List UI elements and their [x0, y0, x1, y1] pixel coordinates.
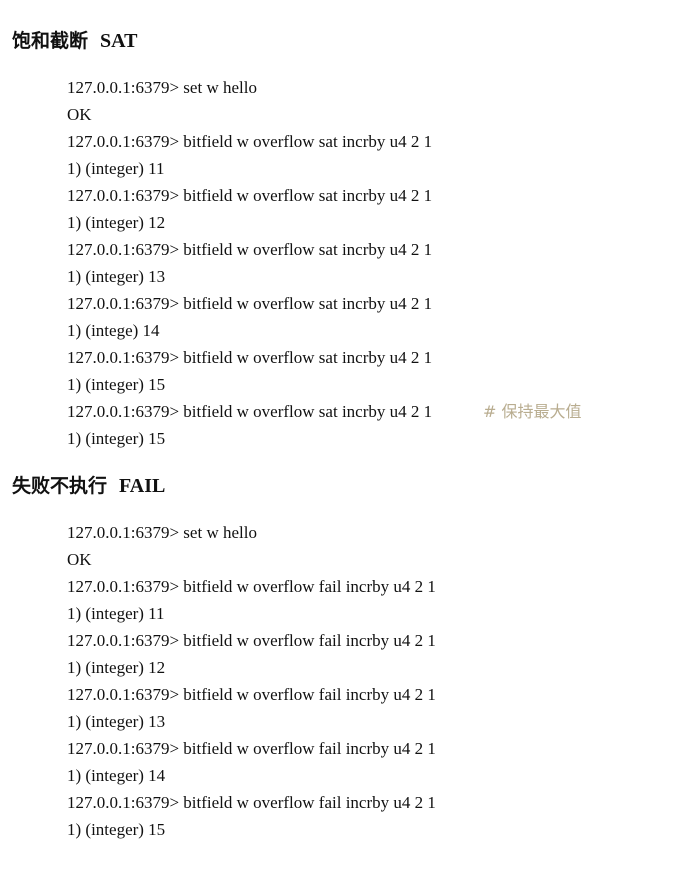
code-line: 127.0.0.1:6379> bitfield w overflow fail… — [67, 789, 696, 816]
code-text: OK — [67, 550, 92, 569]
heading-chinese: 饱和截断 — [12, 30, 89, 52]
code-text: 1) (integer) 14 — [67, 766, 166, 785]
code-line: 127.0.0.1:6379> bitfield w overflow fail… — [67, 735, 696, 762]
code-text: 1) (integer) 12 — [67, 658, 166, 677]
code-line: 127.0.0.1:6379> bitfield w overflow fail… — [67, 681, 696, 708]
code-text: OK — [67, 105, 92, 124]
code-line: 1) (integer) 13 — [67, 708, 696, 735]
code-text: 1) (integer) 15 — [67, 820, 166, 839]
section-sat: 饱和截断 SAT 127.0.0.1:6379> set w hello OK 1… — [0, 26, 696, 452]
code-line: 127.0.0.1:6379> bitfield w overflow sat … — [67, 236, 696, 263]
code-line: 1) (integer) 15 — [67, 425, 696, 452]
heading-english: FAIL — [119, 475, 166, 497]
code-line: 127.0.0.1:6379> bitfield w overflow fail… — [67, 627, 696, 654]
code-text: 1) (integer) 11 — [67, 604, 165, 623]
code-line: 127.0.0.1:6379> set w hello — [67, 74, 696, 101]
code-text: 127.0.0.1:6379> bitfield w overflow fail… — [67, 739, 436, 758]
code-text: 127.0.0.1:6379> bitfield w overflow sat … — [67, 186, 433, 205]
code-text: 1) (integer) 15 — [67, 375, 166, 394]
code-text: 1) (intege) 14 — [67, 321, 160, 340]
code-text: 1) (integer) 12 — [67, 213, 166, 232]
code-line: 1) (intege) 14 — [67, 317, 696, 344]
code-text: 127.0.0.1:6379> set w hello — [67, 523, 257, 542]
code-line: 127.0.0.1:6379> bitfield w overflow sat … — [67, 290, 696, 317]
code-line: OK — [67, 101, 696, 128]
code-block: 127.0.0.1:6379> set w hello OK 127.0.0.1… — [67, 519, 696, 843]
code-text: 127.0.0.1:6379> set w hello — [67, 78, 257, 97]
code-text: 127.0.0.1:6379> bitfield w overflow fail… — [67, 577, 436, 596]
code-text: 127.0.0.1:6379> bitfield w overflow sat … — [67, 240, 433, 259]
code-text: 127.0.0.1:6379> bitfield w overflow fail… — [67, 793, 436, 812]
code-line: 127.0.0.1:6379> bitfield w overflow fail… — [67, 573, 696, 600]
code-line: 1) (integer) 11 — [67, 600, 696, 627]
code-text: 127.0.0.1:6379> bitfield w overflow sat … — [67, 402, 433, 421]
code-line: 1) (integer) 15 — [67, 371, 696, 398]
code-text: 127.0.0.1:6379> bitfield w overflow fail… — [67, 685, 436, 704]
code-text: 127.0.0.1:6379> bitfield w overflow sat … — [67, 132, 433, 151]
code-text: 127.0.0.1:6379> bitfield w overflow sat … — [67, 348, 433, 367]
code-line: 127.0.0.1:6379> bitfield w overflow sat … — [67, 344, 696, 371]
heading-chinese: 失败不执行 — [12, 475, 108, 497]
section-fail: 失败不执行 FAIL 127.0.0.1:6379> set w hello OK… — [0, 471, 696, 843]
code-line: 1) (integer) 13 — [67, 263, 696, 290]
heading-english: SAT — [100, 30, 138, 52]
code-text: 127.0.0.1:6379> bitfield w overflow fail… — [67, 631, 436, 650]
code-line: 127.0.0.1:6379> bitfield w overflow sat … — [67, 128, 696, 155]
code-line: 1) (integer) 11 — [67, 155, 696, 182]
code-line: 127.0.0.1:6379> set w hello — [67, 519, 696, 546]
code-text: 1) (integer) 13 — [67, 267, 166, 286]
section-heading: 饱和截断 SAT — [12, 26, 696, 56]
code-line: 127.0.0.1:6379> bitfield w overflow sat … — [67, 182, 696, 209]
code-text: 1) (integer) 15 — [67, 429, 166, 448]
code-line: OK — [67, 546, 696, 573]
code-text: 1) (integer) 11 — [67, 159, 165, 178]
code-comment: # 保持最大值 — [483, 402, 582, 421]
section-heading: 失败不执行 FAIL — [12, 471, 696, 501]
code-text: 127.0.0.1:6379> bitfield w overflow sat … — [67, 294, 433, 313]
code-text: 1) (integer) 13 — [67, 712, 166, 731]
code-line: 1) (integer) 12 — [67, 209, 696, 236]
code-line: 1) (integer) 14 — [67, 762, 696, 789]
code-line: 1) (integer) 12 — [67, 654, 696, 681]
code-line: 127.0.0.1:6379> bitfield w overflow sat … — [67, 398, 696, 425]
code-line: 1) (integer) 15 — [67, 816, 696, 843]
code-block: 127.0.0.1:6379> set w hello OK 127.0.0.1… — [67, 74, 696, 452]
